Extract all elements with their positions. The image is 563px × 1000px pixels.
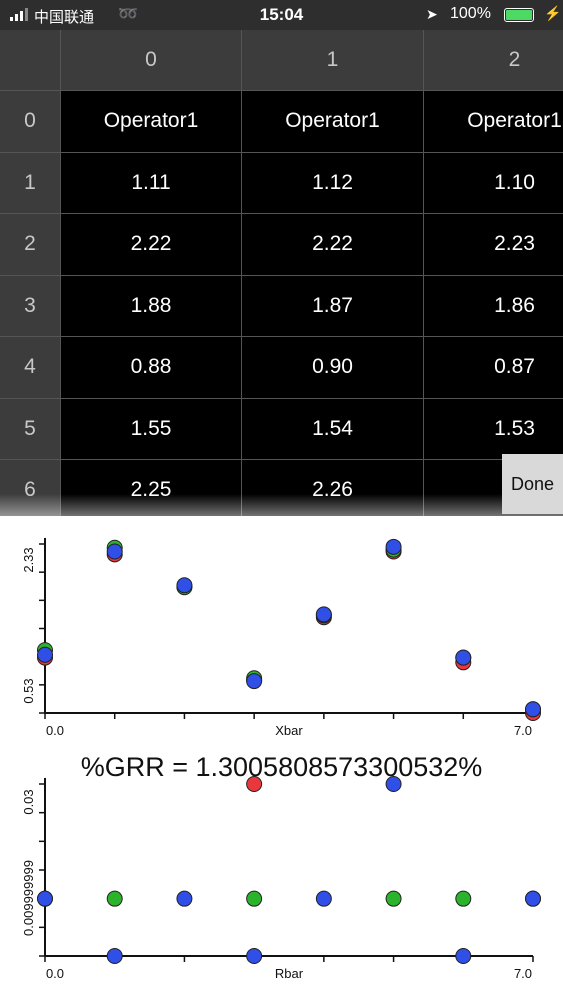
table-cell[interactable]: 1.87 (242, 275, 424, 337)
data-point (315, 890, 332, 907)
x-axis-label: Xbar (275, 723, 303, 738)
data-point (246, 776, 263, 792)
table-cell[interactable]: 0.88 (61, 337, 242, 399)
table-cell[interactable]: 1.12 (242, 152, 424, 214)
data-point (37, 890, 53, 907)
grr-result: %GRR = 1.3005808573300532% (80, 752, 483, 782)
data-point (385, 538, 402, 555)
xbar-chart: 0.0 7.0 Xbar 0.53 2.33 (21, 538, 541, 738)
status-bar: 中国联通 ➿ 15:04 ➤ 100% ⚡ (0, 0, 563, 30)
data-point (106, 948, 123, 964)
table-cell[interactable]: 1.55 (61, 398, 242, 460)
data-point (315, 606, 332, 623)
location-arrow-icon: ➤ (426, 6, 438, 22)
wifi-icon: ➿ (118, 6, 138, 23)
data-point (246, 948, 263, 964)
table-cell[interactable]: 2.22 (61, 214, 242, 276)
rbar-chart: 0.0 7.0 Rbar 0.009999999 0.03 (21, 776, 541, 981)
table-cell[interactable]: 1.11 (61, 152, 242, 214)
table-cell[interactable]: 0.90 (242, 337, 424, 399)
battery-percentage: 100% (450, 5, 491, 22)
carrier-label: 中国联通 (34, 9, 95, 26)
charging-bolt-icon: ⚡ (544, 5, 562, 21)
y-tick-label: 0.03 (21, 789, 36, 814)
data-point (455, 890, 472, 907)
data-table: 0 1 2 0 Operator1 Operator1 Operator1 1 1.11 1.12… (0, 30, 563, 516)
row-header: 0 (0, 91, 61, 153)
y-tick-label: 0.53 (21, 678, 36, 703)
row-header: 3 (0, 275, 61, 337)
x-tick-label: 0.0 (46, 723, 64, 738)
column-header: 2 (424, 30, 563, 91)
data-point (455, 649, 472, 666)
row-header: 1 (0, 152, 61, 214)
table-cell[interactable]: 1.88 (61, 275, 242, 337)
data-point (385, 890, 402, 907)
column-header: 0 (61, 30, 242, 91)
column-header: 1 (242, 30, 424, 91)
data-point (385, 776, 402, 792)
row-header: 4 (0, 337, 61, 399)
table-cell[interactable]: 0.87 (424, 337, 563, 399)
data-point (106, 890, 123, 907)
done-button[interactable]: Done (502, 454, 563, 514)
data-point (525, 701, 541, 718)
row-header: 2 (0, 214, 61, 276)
x-tick-label: 0.0 (46, 966, 64, 981)
y-tick-label: 2.33 (21, 547, 36, 572)
table-cell[interactable]: Operator1 (242, 91, 424, 153)
data-point (455, 948, 472, 964)
x-tick-label: 7.0 (514, 723, 532, 738)
data-point (525, 890, 541, 907)
row-header: 6 (0, 460, 61, 516)
table-cell[interactable]: 2.23 (424, 214, 563, 276)
signal-icon (10, 8, 28, 21)
table-cell[interactable]: 1.86 (424, 276, 563, 337)
table-cell[interactable]: 1.53 (424, 399, 563, 460)
table-cell[interactable]: 1.54 (242, 398, 424, 460)
table-cell[interactable]: 1.10 (424, 153, 563, 214)
table-corner (0, 30, 61, 91)
table-cell[interactable]: Operator1 (61, 91, 242, 153)
x-tick-label: 7.0 (514, 966, 532, 981)
data-point (106, 543, 123, 560)
y-tick-label: 0.009999999 (21, 860, 36, 936)
table-cell[interactable]: 2.25 (61, 460, 242, 516)
data-point (176, 577, 193, 594)
table-cell[interactable]: 2.26 (242, 460, 424, 516)
battery-icon (504, 8, 534, 22)
clock: 15:04 (259, 5, 304, 24)
x-axis-label: Rbar (275, 966, 304, 981)
data-point (176, 890, 193, 907)
data-point (37, 646, 53, 663)
row-header: 5 (0, 398, 61, 460)
table-cell[interactable]: Operator1 (424, 91, 563, 153)
table-cell[interactable]: 2.22 (242, 214, 424, 276)
data-point (246, 890, 263, 907)
data-point (246, 673, 263, 690)
